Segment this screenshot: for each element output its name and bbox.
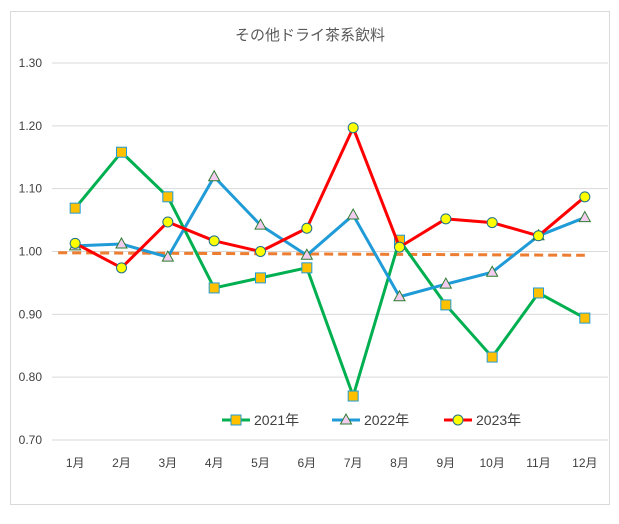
triangle-marker <box>300 248 314 260</box>
series-line-2022年 <box>75 175 586 299</box>
square-marker <box>579 312 591 324</box>
square-marker <box>116 146 127 158</box>
square-marker <box>533 287 544 299</box>
square-marker <box>208 282 220 294</box>
square-marker <box>347 390 359 402</box>
y-tick-label: 0.80 <box>19 370 43 384</box>
circle-marker <box>394 241 405 253</box>
square-marker <box>486 351 498 363</box>
y-tick-label: 1.00 <box>19 245 43 259</box>
x-tick-label: 11月 <box>526 456 550 470</box>
circle-marker <box>347 122 359 134</box>
circle-marker <box>255 246 266 257</box>
y-tick-label: 0.70 <box>19 433 43 447</box>
square-marker <box>301 262 313 274</box>
legend-label: 2021年 <box>254 412 299 428</box>
legend-label: 2022年 <box>364 412 409 428</box>
trendline <box>58 251 585 257</box>
triangle-marker <box>578 210 592 223</box>
circle-marker <box>301 222 313 234</box>
x-tick-label: 5月 <box>251 456 270 470</box>
y-tick-label: 0.90 <box>19 307 43 321</box>
circle-marker <box>116 262 127 274</box>
circle-marker <box>440 213 452 225</box>
circle-marker <box>208 235 220 247</box>
square-marker <box>162 191 174 203</box>
square-marker <box>69 202 81 214</box>
circle-marker <box>533 230 544 242</box>
circle-marker <box>452 414 464 426</box>
square-marker <box>440 299 452 311</box>
y-tick-label: 1.10 <box>19 182 43 196</box>
triangle-marker <box>254 218 267 230</box>
x-tick-label: 2月 <box>112 456 131 470</box>
y-tick-label: 1.20 <box>19 119 43 133</box>
x-tick-label: 4月 <box>205 456 224 470</box>
triangle-marker <box>339 412 353 425</box>
chart-title: その他ドライ茶系飲料 <box>235 27 385 44</box>
circle-marker <box>486 217 498 229</box>
square-marker <box>230 414 242 426</box>
circle-marker <box>69 237 81 249</box>
triangle-marker <box>161 250 175 262</box>
y-tick-label: 1.30 <box>19 56 43 70</box>
x-tick-label: 10月 <box>479 456 504 470</box>
x-tick-label: 12月 <box>572 456 597 470</box>
series-line-2023年 <box>74 126 586 270</box>
triangle-marker <box>485 265 499 277</box>
triangle-marker <box>346 208 360 220</box>
circle-marker <box>579 191 591 203</box>
series-line-2021年 <box>74 150 586 398</box>
legend-label: 2023年 <box>476 412 521 428</box>
x-tick-label: 3月 <box>158 456 177 470</box>
triangle-marker <box>439 277 453 289</box>
circle-marker <box>162 216 174 228</box>
x-tick-label: 6月 <box>297 456 316 470</box>
triangle-marker <box>393 289 406 302</box>
square-marker <box>255 272 266 284</box>
x-tick-label: 9月 <box>436 456 455 470</box>
x-tick-label: 8月 <box>390 456 409 470</box>
triangle-marker <box>207 169 221 182</box>
x-tick-label: 7月 <box>344 456 363 470</box>
triangle-marker <box>115 236 128 249</box>
x-tick-label: 1月 <box>66 456 85 470</box>
